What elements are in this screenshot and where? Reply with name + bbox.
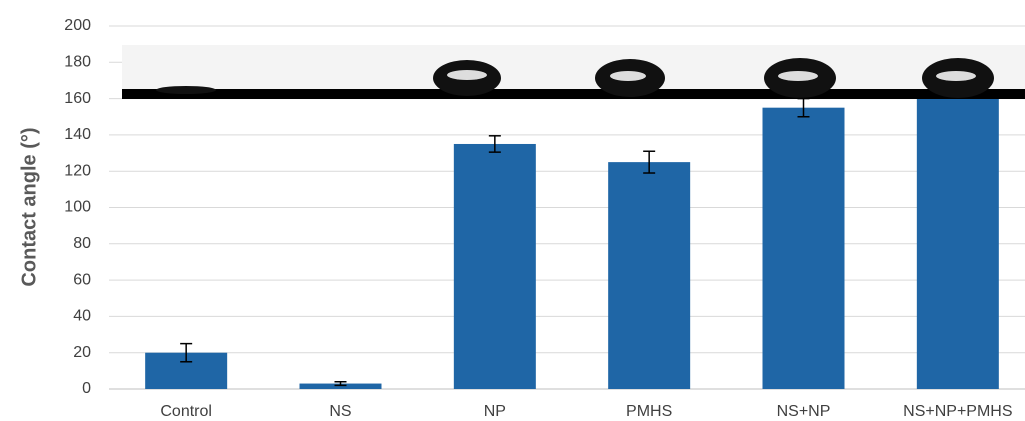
x-tick-label: NS+NP+PMHS <box>903 403 1012 420</box>
y-axis-title: Contact angle (°) <box>18 127 40 286</box>
y-tick-label: 140 <box>64 126 91 143</box>
y-tick-label: 120 <box>64 162 91 179</box>
chart: Contact angle (°) 0 20 40 60 80 100 120 140 160 1… <box>0 0 1025 421</box>
y-tick-label: 180 <box>64 54 91 71</box>
bar <box>917 99 999 389</box>
y-tick-label: 160 <box>64 90 91 107</box>
y-tick-label: 40 <box>73 308 91 325</box>
y-tick-label: 100 <box>64 199 91 216</box>
x-tick-label: NP <box>484 403 506 420</box>
bar <box>763 108 845 389</box>
y-tick-label: 60 <box>73 271 91 288</box>
x-tick-label: NS <box>329 403 351 420</box>
y-tick-label: 200 <box>64 17 91 34</box>
bar <box>608 162 690 389</box>
droplet-photos <box>122 45 1025 99</box>
y-tick-label: 0 <box>82 380 91 397</box>
y-tick-label: 80 <box>73 235 91 252</box>
x-tick-label: NS+NP <box>777 403 831 420</box>
x-tick-label: PMHS <box>626 403 672 420</box>
x-tick-label: Control <box>160 403 212 420</box>
bar <box>454 144 536 389</box>
y-tick-label: 20 <box>73 344 91 361</box>
